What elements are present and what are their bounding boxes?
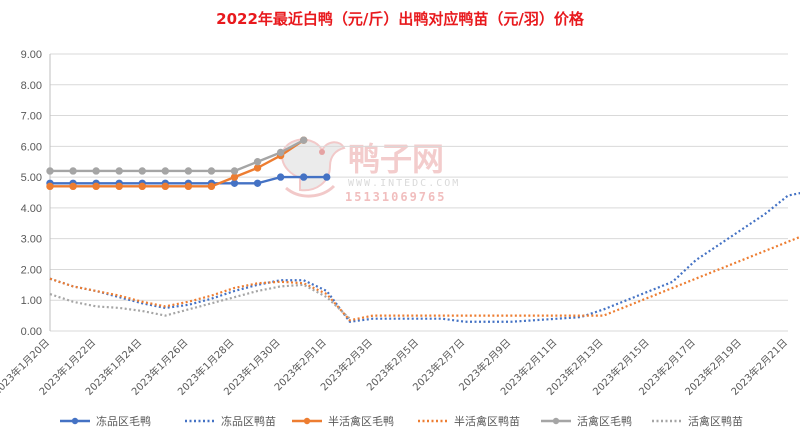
legend-marker bbox=[552, 417, 560, 425]
data-point bbox=[92, 167, 100, 175]
series-1 bbox=[49, 192, 800, 323]
watermark-brand: 鸭子网 bbox=[348, 140, 444, 178]
series-line bbox=[49, 192, 800, 323]
series-5 bbox=[49, 283, 351, 320]
data-point bbox=[161, 167, 170, 175]
watermark-url: WWW.INTEDC.COM bbox=[348, 178, 460, 189]
y-tick-label: 0.00 bbox=[21, 326, 42, 338]
data-point bbox=[138, 182, 146, 191]
data-point bbox=[207, 182, 216, 191]
legend-item: 冻品区毛鸭 bbox=[60, 414, 151, 428]
legend-label: 半活禽区毛鸭 bbox=[328, 414, 394, 428]
series-group bbox=[46, 136, 800, 323]
legend-item: 活禽区鸭苗 bbox=[652, 414, 743, 428]
data-point bbox=[69, 182, 77, 191]
y-tick-label: 8.00 bbox=[21, 80, 42, 92]
data-point bbox=[253, 158, 262, 166]
legend-item: 半活禽区毛鸭 bbox=[292, 414, 394, 428]
y-tick-label: 4.00 bbox=[21, 203, 42, 215]
data-point bbox=[230, 179, 239, 187]
legend-label: 半活禽区鸭苗 bbox=[454, 414, 520, 428]
data-point bbox=[299, 136, 308, 144]
data-point bbox=[299, 173, 308, 181]
legend-marker bbox=[71, 417, 79, 425]
y-tick-label: 6.00 bbox=[21, 141, 42, 153]
watermark-phone: 15131069765 bbox=[345, 190, 446, 204]
legend: 冻品区毛鸭 冻品区鸭苗 半活禽区毛鸭 半活禽区鸭苗 活禽区毛鸭 活禽区鸭苗 bbox=[60, 414, 743, 428]
series-3 bbox=[49, 235, 800, 322]
legend-item: 半活禽区鸭苗 bbox=[418, 414, 520, 428]
y-tick-label: 3.00 bbox=[21, 234, 42, 246]
legend-item: 活禽区毛鸭 bbox=[541, 414, 632, 428]
data-point bbox=[253, 164, 262, 172]
data-point bbox=[276, 148, 285, 157]
y-tick-label: 2.00 bbox=[21, 264, 42, 276]
data-point bbox=[184, 167, 193, 175]
data-point bbox=[138, 167, 146, 175]
y-tick-label: 1.00 bbox=[21, 295, 42, 307]
data-point bbox=[161, 182, 170, 191]
y-tick-label: 7.00 bbox=[21, 111, 42, 123]
series-4 bbox=[46, 136, 308, 175]
data-point bbox=[184, 182, 193, 191]
data-point bbox=[207, 167, 216, 175]
data-point bbox=[69, 167, 77, 175]
legend-item: 冻品区鸭苗 bbox=[185, 414, 276, 428]
legend-label: 活禽区鸭苗 bbox=[688, 414, 743, 428]
data-point bbox=[92, 182, 100, 191]
legend-label: 活禽区毛鸭 bbox=[577, 414, 632, 428]
series-line bbox=[48, 138, 305, 188]
series-line bbox=[49, 283, 351, 320]
data-point bbox=[230, 173, 239, 181]
gridlines bbox=[50, 53, 788, 332]
data-point bbox=[253, 179, 262, 187]
legend-label: 冻品区鸭苗 bbox=[221, 414, 276, 428]
data-point bbox=[115, 167, 123, 175]
x-axis: 2023年1月20日2023年1月22日2023年1月24日2023年1月26日… bbox=[0, 336, 790, 398]
y-tick-label: 9.00 bbox=[21, 49, 42, 61]
data-point bbox=[46, 182, 54, 191]
y-tick-label: 5.00 bbox=[21, 172, 42, 184]
series-line bbox=[49, 235, 800, 322]
legend-marker bbox=[303, 417, 311, 425]
data-point bbox=[230, 167, 239, 175]
y-axis: 0.00 1.00 2.00 3.00 4.00 5.00 6.00 7.00 8.00 9.00 bbox=[21, 49, 51, 338]
watermark: 鸭子网 WWW.INTEDC.COM 15131069765 bbox=[281, 138, 460, 204]
legend-label: 冻品区毛鸭 bbox=[96, 414, 151, 428]
data-point bbox=[323, 173, 331, 181]
data-point bbox=[115, 182, 123, 191]
chart-title: 2022年最近白鸭（元/斤）出鸭对应鸭苗（元/羽）价格 bbox=[216, 10, 585, 28]
series-line bbox=[48, 138, 305, 173]
data-point bbox=[46, 167, 54, 175]
data-point bbox=[276, 173, 285, 181]
